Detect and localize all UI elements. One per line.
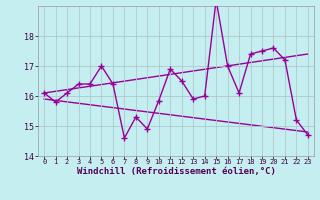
X-axis label: Windchill (Refroidissement éolien,°C): Windchill (Refroidissement éolien,°C): [76, 167, 276, 176]
